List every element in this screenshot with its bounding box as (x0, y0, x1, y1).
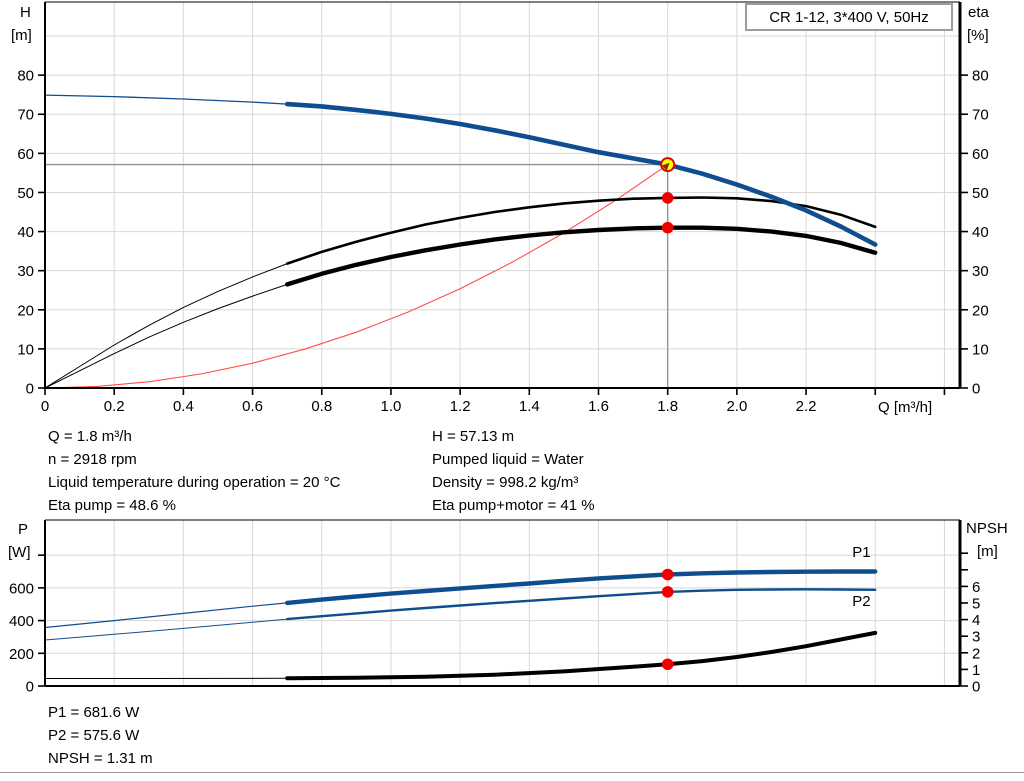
info-p2: P2 = 575.6 W (48, 727, 140, 744)
p1-curve (285, 569, 878, 606)
eta-pump-curve (285, 196, 877, 265)
q-axis-tick-label: 0.8 (311, 398, 332, 415)
right-axis-tick-label: 10 (972, 341, 989, 358)
q-axis-tick-label: 0.6 (242, 398, 263, 415)
eta-pump-motor-dot (661, 221, 674, 234)
h-axis-tick-label: 40 (17, 224, 34, 241)
info-head: H = 57.13 m (432, 428, 515, 445)
chart-title-box: CR 1-12, 3*400 V, 50Hz (745, 3, 953, 31)
head-curve-thin (44, 94, 288, 105)
bottom-right-axis-unit-2: [m] (977, 543, 998, 560)
p1-curve-thin (44, 602, 288, 629)
page-bottom-divider (0, 772, 1024, 773)
info-npsh: NPSH = 1.31 m (48, 750, 153, 767)
bottom-left-axis-unit-1: P (18, 521, 29, 538)
q-axis-tick-label: 0 (41, 398, 49, 415)
h-axis-tick-label: 30 (17, 263, 34, 280)
right-axis-tick-label: 6 (972, 579, 980, 596)
npsh-dot (661, 658, 674, 671)
q-axis-tick-label: 0.2 (104, 398, 125, 415)
x-axis-unit: Q [m³/h] (878, 399, 933, 416)
p2-curve (286, 588, 877, 621)
top-right-axis-unit-1: eta (968, 4, 989, 21)
eta-pump-motor-curve-thin (44, 283, 288, 389)
info-liquid: Pumped liquid = Water (432, 451, 584, 468)
p1-label: P1 (852, 544, 870, 561)
top-left-axis-unit-2: [m] (11, 27, 32, 44)
h-axis-tick-label: 0 (26, 679, 34, 696)
duty-curve (44, 164, 669, 389)
bottom-right-axis-unit-1: NPSH (966, 520, 1008, 537)
right-axis-tick-label: 0 (972, 679, 980, 696)
q-axis-tick-label: 2.0 (726, 398, 747, 415)
q-axis-tick-label: 1.8 (657, 398, 678, 415)
q-axis-tick-label: 0.4 (173, 398, 194, 415)
q-axis-tick-label: 1.4 (519, 398, 540, 415)
h-axis-tick-label: 600 (9, 580, 34, 597)
p2-label: P2 (852, 593, 870, 610)
duty-arrow-icon (661, 162, 670, 171)
bottom-left-axis-unit-2: [W] (8, 544, 31, 561)
info-speed: n = 2918 rpm (48, 451, 137, 468)
info-eta-pump-motor: Eta pump+motor = 41 % (432, 497, 595, 514)
right-axis-tick-label: 60 (972, 146, 989, 163)
pump-performance-chart: 0 10 20 30 40 50 60 70 80 0 10 20 30 40 50 60 70 80 0 0.2 0.… (17, 1, 989, 415)
npsh-curve (285, 630, 878, 681)
right-axis-tick-label: 30 (972, 263, 989, 280)
info-eta-pump: Eta pump = 48.6 % (48, 497, 176, 514)
right-axis-tick-label: 1 (972, 662, 980, 679)
h-axis-tick-label: 400 (9, 613, 34, 630)
right-axis-tick-label: 3 (972, 629, 980, 646)
right-axis-tick-label: 0 (972, 381, 980, 398)
duty-info-left: Q = 1.8 m³/h n = 2918 rpm Liquid tempera… (48, 425, 340, 517)
info-temperature: Liquid temperature during operation = 20… (48, 474, 341, 491)
h-axis-tick-label: 50 (17, 185, 34, 202)
right-axis-tick-label: 4 (972, 612, 980, 629)
q-axis-tick-label: 2.2 (796, 398, 817, 415)
right-axis-tick-label: 2 (972, 645, 980, 662)
head-curve (284, 101, 878, 247)
eta-pump-dot (661, 192, 674, 204)
info-flow: Q = 1.8 m³/h (48, 428, 132, 445)
pump-designation: CR 1-12, 3*400 V, 50Hz (769, 8, 929, 26)
duty-info-right: H = 57.13 m Pumped liquid = Water Densit… (432, 425, 595, 517)
p2-curve-thin (44, 618, 288, 641)
right-axis-tick-label: 50 (972, 185, 989, 202)
right-axis-tick-label: 80 (972, 68, 989, 85)
right-axis-tick-label: 70 (972, 107, 989, 124)
p2-dot (661, 586, 674, 598)
eta-pump-motor-curve (285, 225, 878, 287)
h-axis-tick-label: 80 (17, 68, 34, 85)
h-axis-tick-label: 60 (17, 146, 34, 163)
p1-dot (661, 568, 674, 581)
h-axis-tick-label: 10 (17, 341, 34, 358)
h-axis-tick-label: 200 (9, 646, 34, 663)
right-axis-tick-label: 5 (972, 596, 980, 613)
eta-pump-curve-thin (44, 263, 288, 389)
info-p1: P1 = 681.6 W (48, 704, 140, 721)
q-axis-tick-label: 1.6 (588, 398, 609, 415)
q-axis-tick-label: 1.0 (381, 398, 402, 415)
h-axis-tick-label: 70 (17, 107, 34, 124)
top-left-axis-unit-1: H (20, 4, 31, 21)
right-axis-tick-label: 40 (972, 224, 989, 241)
h-axis-tick-label: 0 (26, 381, 34, 398)
info-density: Density = 998.2 kg/m³ (432, 474, 579, 491)
h-axis-tick-label: 20 (17, 302, 34, 319)
top-right-axis-unit-2: [%] (967, 27, 989, 44)
q-axis-tick-label: 1.2 (450, 398, 471, 415)
power-info: P1 = 681.6 W P2 = 575.6 W NPSH = 1.31 m (48, 701, 153, 770)
right-axis-tick-label: 20 (972, 302, 989, 319)
